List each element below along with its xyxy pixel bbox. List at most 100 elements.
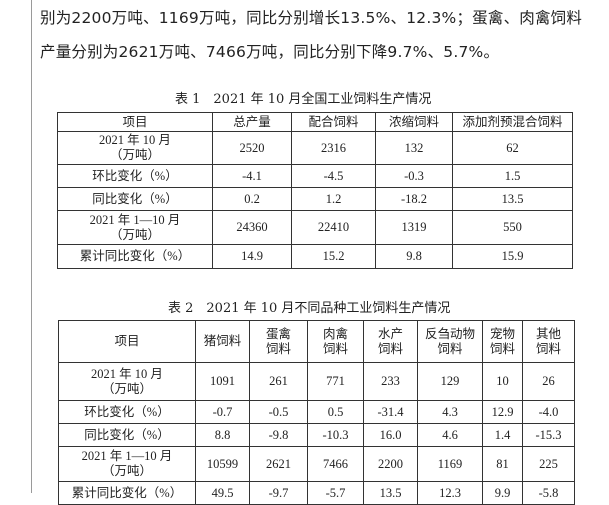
value-cell: 2200 bbox=[363, 446, 418, 482]
value-cell: 2316 bbox=[291, 131, 376, 165]
row-label-cell: 2021 年 1—10 月（万吨） bbox=[58, 446, 196, 482]
value-cell: 81 bbox=[482, 446, 523, 482]
header-cell: 猪饲料 bbox=[195, 320, 250, 363]
row-sublabel: （万吨） bbox=[101, 464, 152, 478]
value-cell: 10599 bbox=[195, 446, 250, 482]
header-line: 猪饲料 bbox=[203, 334, 242, 348]
value-cell: 12.9 bbox=[482, 400, 523, 424]
row-label-cell: 同比变化（%） bbox=[58, 423, 196, 447]
value-cell: 13.5 bbox=[363, 481, 418, 505]
row-label-cell: 同比变化（%） bbox=[57, 187, 213, 211]
table-row: 环比变化（%） -4.1 -4.5 -0.3 1.5 bbox=[57, 164, 573, 188]
table2-caption: 表 2 2021 年 10 月不同品种工业饲料生产情况 bbox=[168, 301, 451, 316]
header-cell: 项目 bbox=[57, 112, 213, 132]
header-cell: 总产量 bbox=[212, 112, 292, 132]
row-label-cell: 累计同比变化（%） bbox=[57, 244, 213, 269]
row-label-cell: 累计同比变化（%） bbox=[58, 481, 196, 505]
header-line: 饲料 bbox=[322, 341, 348, 356]
row-sublabel: （万吨） bbox=[101, 381, 152, 396]
header-cell: 肉禽 饲料 bbox=[307, 320, 364, 363]
row-label: 环比变化（%） bbox=[84, 404, 170, 419]
value-cell: 10 bbox=[482, 362, 523, 401]
value-cell: 1.4 bbox=[482, 423, 523, 447]
value-cell: 261 bbox=[249, 362, 308, 401]
value-cell: -4.1 bbox=[212, 164, 292, 188]
paragraph-line-1: 别为2200万吨、1169万吨，同比分别增长13.5%、12.3%；蛋禽、肉禽饲… bbox=[40, 9, 583, 27]
row-label: 累计同比变化（%） bbox=[71, 485, 183, 500]
header-line: 其他 bbox=[535, 326, 561, 341]
table-header-row: 项目 总产量 配合饲料 浓缩饲料 添加剂预混合饲料 bbox=[57, 112, 573, 132]
header-line: 饲料 bbox=[535, 341, 561, 356]
table-row: 环比变化（%） -0.7 -0.5 0.5 -31.4 4.3 12.9 -4.0 bbox=[58, 400, 575, 424]
value-cell: 22410 bbox=[291, 210, 376, 245]
value-cell: 8.8 bbox=[195, 423, 250, 447]
value-cell: 13.5 bbox=[452, 187, 573, 211]
table-row: 同比变化（%） 0.2 1.2 -18.2 13.5 bbox=[57, 187, 573, 211]
value-cell: 24360 bbox=[212, 210, 292, 245]
header-cell: 其他 饲料 bbox=[522, 320, 575, 363]
header-cell: 蛋禽 饲料 bbox=[249, 320, 308, 363]
value-cell: 49.5 bbox=[195, 481, 250, 505]
header-line: 水产 bbox=[377, 326, 403, 341]
value-cell: 1.2 bbox=[291, 187, 376, 211]
value-cell: 132 bbox=[375, 131, 453, 165]
value-cell: 15.2 bbox=[291, 244, 376, 269]
table1: 项目 总产量 配合饲料 浓缩饲料 添加剂预混合饲料 2021 年 10 月（万吨） 2520… bbox=[57, 112, 573, 269]
value-cell: -31.4 bbox=[363, 400, 418, 424]
row-label: 2021 年 1—10 月 bbox=[89, 212, 181, 227]
row-label: 同比变化（%） bbox=[84, 427, 170, 442]
value-cell: -18.2 bbox=[375, 187, 453, 211]
value-cell: -0.3 bbox=[375, 164, 453, 188]
header-line: 饲料 bbox=[489, 341, 515, 356]
header-cell: 水产 饲料 bbox=[363, 320, 418, 363]
header-cell: 项目 bbox=[58, 320, 196, 363]
value-cell: -0.7 bbox=[195, 400, 250, 424]
value-cell: 4.3 bbox=[417, 400, 483, 424]
row-label: 2021 年 10 月 bbox=[91, 366, 163, 381]
value-cell: 9.9 bbox=[482, 481, 523, 505]
row-label-cell: 2021 年 1—10 月（万吨） bbox=[57, 210, 213, 245]
value-cell: 1169 bbox=[417, 446, 483, 482]
header-line: 饲料 bbox=[437, 341, 463, 356]
table-row: 累计同比变化（%） 14.9 15.2 9.8 15.9 bbox=[57, 244, 573, 269]
value-cell: -4.5 bbox=[291, 164, 376, 188]
value-cell: 7466 bbox=[307, 446, 364, 482]
table1-caption: 表 1 2021 年 10 月全国工业饲料生产情况 bbox=[175, 92, 432, 107]
row-label: 累计同比变化（%） bbox=[79, 249, 191, 263]
row-label: 2021 年 10 月 bbox=[99, 133, 171, 147]
row-sublabel: （万吨） bbox=[109, 148, 160, 162]
row-label-cell: 环比变化（%） bbox=[58, 400, 196, 424]
value-cell: -9.7 bbox=[249, 481, 308, 505]
value-cell: 15.9 bbox=[452, 244, 573, 269]
table-row: 2021 年 10 月（万吨） 1091 261 771 233 129 10 26 bbox=[58, 362, 575, 401]
value-cell: -15.3 bbox=[522, 423, 575, 447]
row-label: 环比变化（%） bbox=[92, 168, 178, 183]
value-cell: 550 bbox=[452, 210, 573, 245]
header-line: 反刍动物 bbox=[424, 326, 475, 341]
row-label-cell: 2021 年 10 月（万吨） bbox=[57, 131, 213, 165]
page-border bbox=[31, 0, 32, 493]
table-row: 2021 年 1—10 月（万吨） 24360 22410 1319 550 bbox=[57, 210, 573, 245]
header-line: 项目 bbox=[114, 334, 140, 348]
value-cell: 0.2 bbox=[212, 187, 292, 211]
value-cell: 233 bbox=[363, 362, 418, 401]
value-cell: -5.7 bbox=[307, 481, 364, 505]
table-row: 同比变化（%） 8.8 -9.8 -10.3 16.0 4.6 1.4 -15.3 bbox=[58, 423, 575, 447]
header-cell: 反刍动物 饲料 bbox=[417, 320, 483, 363]
table2: 项目 猪饲料 蛋禽 饲料 肉禽 饲料 水产 饲料 反刍动物 饲料 宠物 饲料 其他 饲料 2021 年 10… bbox=[58, 320, 575, 505]
header-cell: 添加剂预混合饲料 bbox=[452, 112, 573, 132]
table-row: 2021 年 10 月（万吨） 2520 2316 132 62 bbox=[57, 131, 573, 165]
value-cell: -4.0 bbox=[522, 400, 575, 424]
value-cell: 26 bbox=[522, 362, 575, 401]
header-cell: 宠物 饲料 bbox=[482, 320, 523, 363]
header-line: 肉禽 bbox=[322, 326, 348, 341]
value-cell: 14.9 bbox=[212, 244, 292, 269]
value-cell: -0.5 bbox=[249, 400, 308, 424]
value-cell: 9.8 bbox=[375, 244, 453, 269]
table-header-row: 项目 猪饲料 蛋禽 饲料 肉禽 饲料 水产 饲料 反刍动物 饲料 宠物 饲料 其他 饲料 bbox=[58, 320, 575, 363]
header-line: 饲料 bbox=[377, 341, 403, 356]
header-line: 宠物 bbox=[489, 326, 515, 341]
row-sublabel: （万吨） bbox=[109, 227, 160, 242]
value-cell: 1.5 bbox=[452, 164, 573, 188]
paragraph-line-2: 产量分别为2621万吨、7466万吨，同比分别下降9.7%、5.7%。 bbox=[40, 43, 500, 61]
